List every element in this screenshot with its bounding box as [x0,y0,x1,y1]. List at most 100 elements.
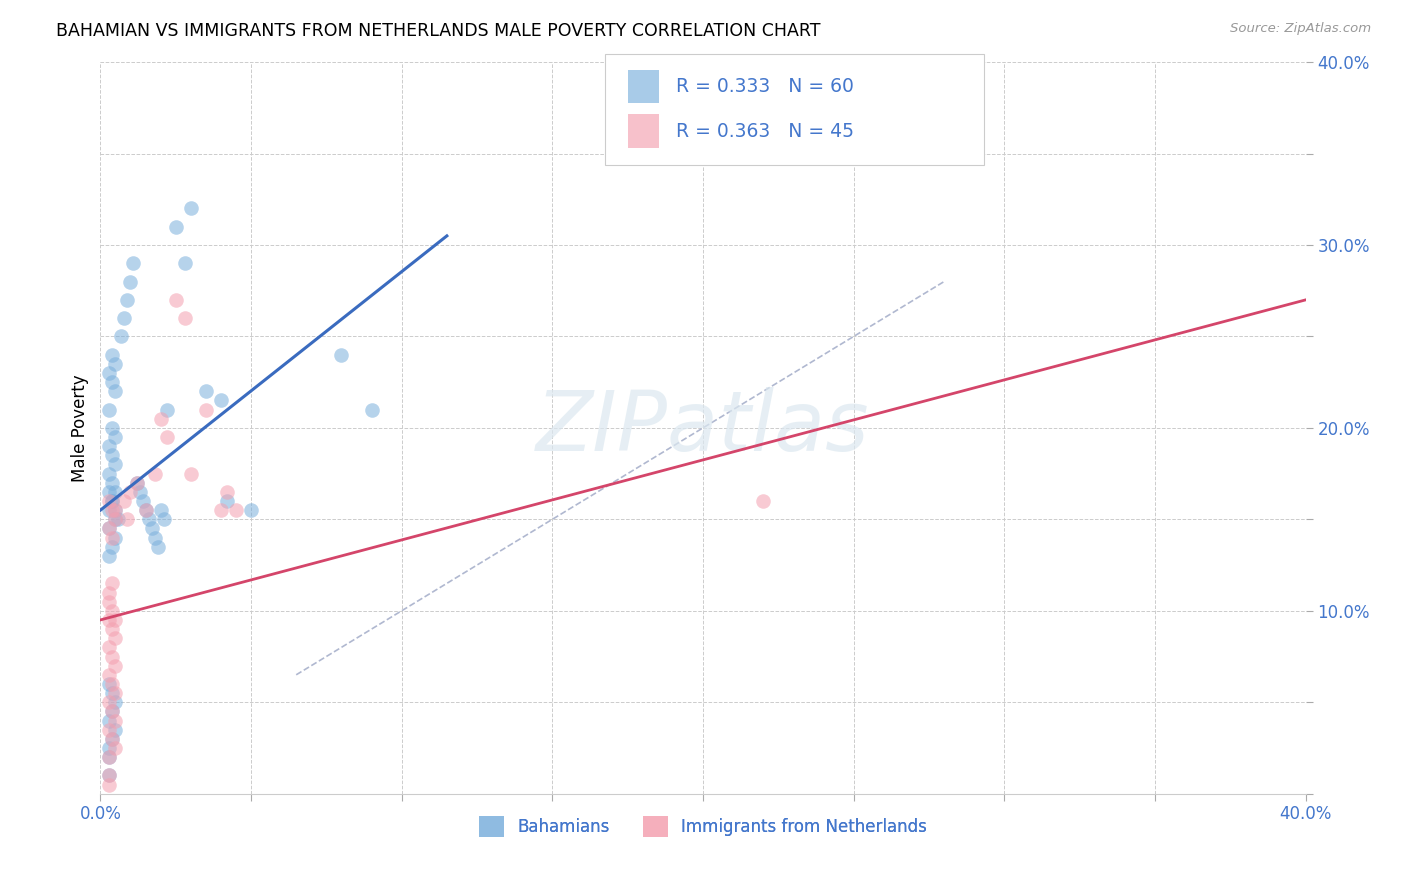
Point [98,366,121,380]
Point [101,348,124,362]
Point [194,384,217,399]
Point [98,768,121,782]
Point [215,484,238,499]
Point [104,512,127,526]
Point [98,750,121,764]
Point [98,494,121,508]
Point [104,357,127,371]
Point [117,512,139,526]
Point [209,503,232,517]
Legend: Bahamians, Immigrants from Netherlands: Bahamians, Immigrants from Netherlands [479,816,927,837]
Point [104,503,127,517]
Point [98,778,121,792]
Point [165,219,187,234]
Point [104,723,127,737]
Point [104,741,127,756]
Point [104,695,127,709]
Text: Source: ZipAtlas.com: Source: ZipAtlas.com [1230,22,1371,36]
Text: ZIPatlas: ZIPatlas [536,387,870,468]
Point [225,503,247,517]
Point [101,448,124,462]
Point [98,549,121,563]
Point [104,503,127,517]
Point [122,256,145,270]
Point [101,540,124,554]
Point [98,521,121,535]
Point [104,384,127,399]
Point [360,402,382,417]
Point [143,531,166,545]
Point [125,475,148,490]
Point [101,731,124,746]
Point [138,512,160,526]
Point [98,521,121,535]
Point [173,311,195,326]
Point [104,686,127,700]
Point [104,613,127,627]
Point [98,585,121,599]
Point [114,311,136,326]
Point [101,677,124,691]
Point [101,494,124,508]
Point [165,293,187,307]
Point [98,640,121,655]
Point [101,622,124,636]
Point [143,467,166,481]
Point [152,512,174,526]
Point [149,411,172,425]
Point [149,503,172,517]
Point [101,731,124,746]
Point [104,631,127,645]
Point [330,348,353,362]
Point [98,594,121,608]
Point [173,256,195,270]
Point [128,484,150,499]
Point [180,467,202,481]
Point [98,723,121,737]
Point [98,768,121,782]
Point [98,402,121,417]
Point [98,714,121,728]
Point [101,705,124,719]
Point [98,741,121,756]
Point [98,668,121,682]
Point [104,430,127,444]
Point [117,293,139,307]
Point [135,503,157,517]
Point [98,439,121,453]
Point [752,494,775,508]
Point [156,402,179,417]
Point [104,458,127,472]
Point [215,494,238,508]
Point [98,750,121,764]
Point [98,503,121,517]
Point [104,658,127,673]
Point [98,484,121,499]
Point [101,686,124,700]
Point [156,430,179,444]
Point [98,677,121,691]
Point [125,475,148,490]
Point [101,604,124,618]
Point [110,329,132,343]
Point [180,202,202,216]
Point [141,521,163,535]
Point [120,275,142,289]
Point [98,467,121,481]
Point [104,531,127,545]
Text: BAHAMIAN VS IMMIGRANTS FROM NETHERLANDS MALE POVERTY CORRELATION CHART: BAHAMIAN VS IMMIGRANTS FROM NETHERLANDS … [56,22,821,40]
Point [104,512,127,526]
Point [101,531,124,545]
Point [101,475,124,490]
Point [146,540,169,554]
Point [98,613,121,627]
Point [101,503,124,517]
Text: R = 0.333   N = 60: R = 0.333 N = 60 [676,77,855,96]
Point [104,484,127,499]
Point [101,375,124,389]
Point [209,393,232,408]
Point [101,705,124,719]
Y-axis label: Male Poverty: Male Poverty [72,374,89,482]
Point [114,494,136,508]
Point [101,649,124,664]
